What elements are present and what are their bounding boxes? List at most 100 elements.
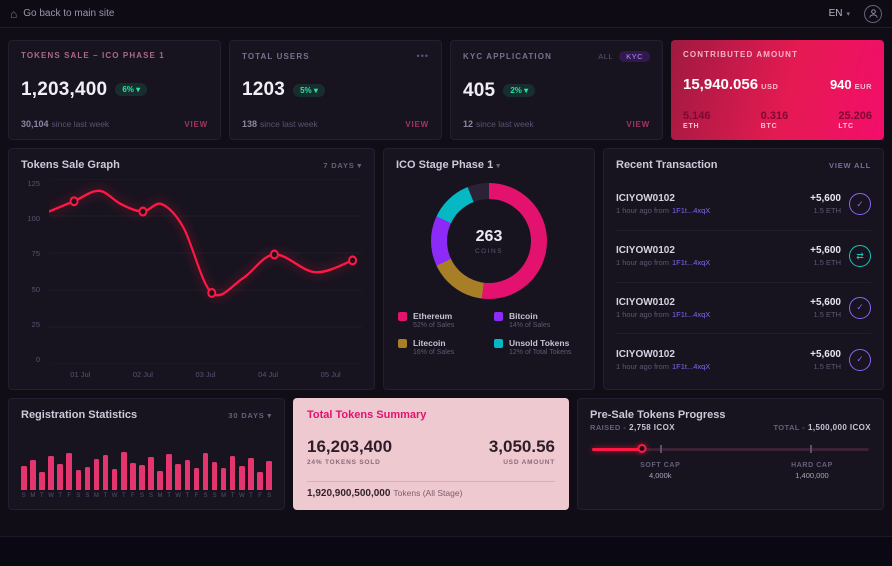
stat-card-total-users: TOTAL USERS ••• 1203 5% ▾ 138 since last … [229, 40, 442, 140]
usd-unit: USD [761, 81, 779, 91]
transaction-amount: +5,600 [810, 193, 841, 205]
usd-amount-block: 3,050.56 USD AMOUNT [489, 437, 555, 466]
more-options-button[interactable]: ••• [416, 51, 429, 61]
ico-stage-dropdown[interactable]: ICO Stage Phase 1 ▾ [396, 159, 501, 171]
transaction-meta: 1 hour ago from 1F1t...4xqX [616, 310, 802, 319]
kyc-filter-group: ALL KYC [598, 51, 650, 62]
data-point [269, 249, 279, 260]
stat-sub-label: since last week [51, 119, 110, 129]
topbar: ⌂ Go back to main site EN ▾ [0, 0, 892, 28]
chevron-down-icon: ▾ [496, 161, 501, 170]
raised-value: 2,758 ICOX [629, 423, 675, 432]
chevron-down-icon: ▾ [846, 10, 850, 18]
view-all-link[interactable]: VIEW ALL [829, 160, 871, 170]
legend-item-litecoin: Litecoin 16% of Sales [398, 338, 484, 356]
language-selector[interactable]: EN ▾ [829, 8, 850, 19]
registration-bar: M [93, 459, 100, 499]
filter-all-button[interactable]: ALL [598, 52, 614, 61]
legend-sub: 52% of Sales [413, 322, 455, 329]
transaction-row[interactable]: ICIYOW0102 1 hour ago from 1F1t...4xqX +5,… [616, 333, 871, 385]
registration-bar: W [48, 456, 54, 499]
stat-title: KYC APPLICATION [463, 52, 552, 61]
registration-bar: T [229, 456, 236, 499]
card-title: Recent Transaction [616, 159, 718, 171]
registration-bar: S [266, 461, 272, 499]
stat-title: TOKENS SALE – ICO PHASE 1 [21, 51, 165, 60]
y-axis: 125 100 75 50 25 0 [21, 179, 43, 364]
legend-item-unsold: Unsold Tokens 12% of Total Tokens [494, 338, 580, 356]
stat-sub-label: since last week [476, 119, 534, 129]
usd-amount-value: 3,050.56 [488, 436, 555, 456]
x-axis-tick: 01 Jul [70, 370, 91, 379]
presale-progress-slider [592, 444, 869, 454]
range-dropdown[interactable]: 7 DAYS ▾ [323, 160, 362, 170]
view-link[interactable]: VIEW [405, 120, 429, 129]
eth-value: 5.146 [683, 110, 711, 122]
transaction-status-icon: ✓ [849, 193, 871, 216]
main-content: TOKENS SALE – ICO PHASE 1 1,203,400 6% ▾… [0, 28, 892, 528]
transaction-row[interactable]: ICIYOW0102 1 hour ago from 1F1t...4xqX +5,… [616, 229, 871, 282]
transaction-amount-eth: 1.5 ETH [813, 361, 841, 371]
range-dropdown[interactable]: 30 DAYS ▾ [228, 410, 272, 420]
registration-bar: M [220, 468, 227, 499]
contributed-eur: 940 EUR [830, 76, 872, 94]
tokens-sold-block: 16,203,400 24% TOKENS SOLD [307, 437, 392, 466]
legend-sub: 16% of Sales [413, 349, 455, 356]
registration-bar: T [166, 454, 172, 499]
user-avatar[interactable] [864, 4, 882, 23]
legend-swatch [494, 339, 503, 348]
contributed-title: CONTRIBUTED AMOUNT [683, 50, 799, 59]
transaction-amount-eth: 1.5 ETH [813, 206, 841, 216]
registration-bar: W [112, 469, 117, 499]
stat-sub-value: 12 [463, 119, 474, 129]
registration-bar: T [184, 460, 191, 499]
stat-change-badge[interactable]: 5% ▾ [293, 83, 325, 97]
transaction-amount-eth: 1.5 ETH [813, 309, 841, 319]
plot-area [49, 179, 362, 364]
transaction-hash: 1F1t...4xqX [671, 258, 711, 268]
transaction-hash: 1F1t...4xqX [671, 361, 711, 371]
btc-unit: BTC [760, 123, 778, 130]
tokens-sold-label: 24% TOKENS SOLD [307, 458, 381, 466]
raised-label: RAISED - [590, 423, 627, 432]
coin-btc: 0.316 BTC [761, 110, 789, 130]
stat-card-kyc-application: KYC APPLICATION ALL KYC 405 2% ▾ 12 since… [450, 40, 663, 140]
transaction-amount: +5,600 [810, 245, 841, 257]
transaction-row[interactable]: ICIYOW0102 1 hour ago from 1F1t...4xqX +5,… [616, 179, 871, 230]
tokens-sale-graph-card: Tokens Sale Graph 7 DAYS ▾ 125 100 75 50… [8, 148, 375, 390]
ltc-value: 25.206 [838, 110, 872, 122]
stat-change-badge[interactable]: 6% ▾ [115, 83, 148, 96]
topbar-actions: EN ▾ [829, 4, 882, 23]
total-tokens-line: 1,920,900,500,000 Tokens (All Stage) [307, 481, 555, 499]
donut-center-value: 263 [475, 227, 503, 245]
hard-cap-value: 1,400,000 [795, 471, 829, 480]
back-to-main-site-link[interactable]: ⌂ Go back to main site [10, 8, 114, 20]
registration-bar: S [21, 466, 27, 499]
transaction-id: ICIYOW0102 [616, 245, 675, 257]
stat-value: 1,203,400 [21, 78, 108, 100]
legend-item-bitcoin: Bitcoin 14% of Sales [494, 311, 580, 329]
view-link[interactable]: VIEW [184, 120, 208, 129]
legend-name: Unsold Tokens [509, 338, 570, 348]
language-label: EN [828, 8, 843, 19]
transaction-status-icon: ✓ [849, 296, 871, 319]
legend-sub: 14% of Sales [509, 322, 551, 329]
stat-title: TOTAL USERS [242, 51, 310, 61]
stat-sub-value: 138 [242, 119, 258, 129]
soft-cap-tick [660, 445, 663, 453]
x-axis-tick: 05 Jul [320, 370, 341, 379]
filter-kyc-button[interactable]: KYC [619, 51, 650, 62]
y-axis-tick: 75 [31, 249, 40, 259]
transaction-status-icon: ⇄ [849, 245, 871, 268]
registration-bar: T [102, 455, 109, 499]
transaction-row[interactable]: ICIYOW0102 1 hour ago from 1F1t...4xqX +5,… [616, 281, 871, 334]
data-point [348, 255, 358, 266]
slider-handle[interactable] [637, 444, 647, 453]
stat-change-badge[interactable]: 2% ▾ [503, 84, 536, 97]
transaction-meta: 1 hour ago from 1F1t...4xqX [616, 362, 802, 371]
view-link[interactable]: VIEW [626, 120, 650, 129]
contributed-amount-card: CONTRIBUTED AMOUNT 15,940.056 USD 940 EUR … [671, 40, 884, 140]
transaction-id: ICIYOW0102 [616, 348, 675, 360]
total-tokens-summary-card: Total Tokens Summary 16,203,400 24% TOKE… [293, 398, 569, 510]
